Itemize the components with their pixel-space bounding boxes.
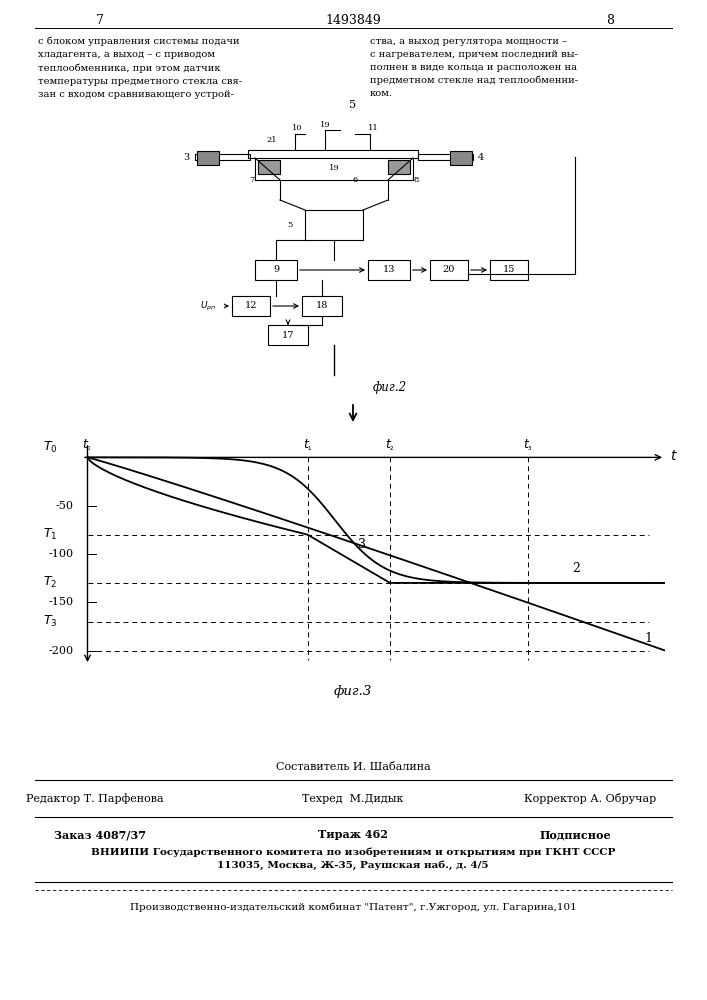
Text: Производственно-издательский комбинат "Патент", г.Ужгород, ул. Гагарина,101: Производственно-издательский комбинат "П…: [129, 902, 576, 912]
Text: $t_₂$: $t_₂$: [385, 437, 395, 453]
Text: 11: 11: [368, 124, 378, 132]
Text: 7: 7: [96, 14, 104, 27]
Text: $t$: $t$: [670, 449, 679, 463]
Bar: [490, 260, 528, 280]
Text: Составитель И. Шабалина: Составитель И. Шабалина: [276, 762, 431, 772]
Text: 17: 17: [282, 330, 294, 340]
Text: 5: 5: [287, 221, 293, 229]
Bar: [232, 296, 270, 316]
Text: 3: 3: [183, 152, 189, 161]
Text: 5: 5: [349, 100, 356, 110]
Bar: [388, 160, 410, 174]
Bar: [418, 154, 473, 160]
Text: $T_2$: $T_2$: [43, 575, 57, 590]
Text: $T_1$: $T_1$: [43, 527, 57, 542]
Text: 3: 3: [358, 538, 366, 551]
Bar: [258, 160, 280, 174]
Text: $T_3$: $T_3$: [42, 614, 57, 629]
Text: 1: 1: [645, 632, 653, 645]
Text: $t_₃$: $t_₃$: [522, 437, 532, 453]
Text: -100: -100: [49, 549, 74, 559]
Text: $t_₀$: $t_₀$: [83, 437, 93, 453]
Text: -50: -50: [56, 501, 74, 511]
Bar: [368, 260, 410, 280]
Text: 6: 6: [352, 176, 358, 184]
Text: -200: -200: [49, 646, 74, 656]
Text: 13: 13: [382, 265, 395, 274]
Text: $t_₁$: $t_₁$: [303, 437, 312, 453]
Bar: [195, 154, 250, 160]
Text: $U_{рп}$: $U_{рп}$: [200, 299, 216, 313]
Text: 10: 10: [292, 124, 303, 132]
Text: $T_0$: $T_0$: [42, 440, 57, 455]
Bar: [302, 296, 342, 316]
Text: 2: 2: [572, 562, 580, 575]
Text: Редактор Т. Парфенова: Редактор Т. Парфенова: [26, 794, 164, 804]
Text: Тираж 462: Тираж 462: [318, 830, 388, 840]
Text: Подписное: Подписное: [539, 830, 611, 840]
Text: 1493849: 1493849: [325, 14, 381, 27]
Text: фиг.3: фиг.3: [334, 686, 372, 698]
Text: 113035, Москва, Ж-35, Раушская наб., д. 4/5: 113035, Москва, Ж-35, Раушская наб., д. …: [217, 860, 489, 870]
Text: -150: -150: [49, 597, 74, 607]
Bar: [255, 260, 297, 280]
Text: 18: 18: [316, 302, 328, 310]
Text: 4: 4: [478, 152, 484, 161]
Text: фиг.2: фиг.2: [373, 381, 407, 394]
Text: 21: 21: [267, 136, 277, 144]
Text: ВНИИПИ Государственного комитета по изобретениям и открытиям при ГКНТ СССР: ВНИИПИ Государственного комитета по изоб…: [90, 847, 615, 857]
Text: 19: 19: [320, 121, 330, 129]
Text: ства, а выход регулятора мощности –
с нагревателем, причем последний вы-
полнен : ства, а выход регулятора мощности – с на…: [370, 37, 578, 98]
Text: 7: 7: [250, 176, 255, 184]
Text: с блоком управления системы подачи
хладагента, а выход – с приводом
теплообменни: с блоком управления системы подачи хлада…: [38, 37, 242, 99]
Text: Корректор А. Обручар: Корректор А. Обручар: [524, 794, 656, 804]
Text: 8: 8: [606, 14, 614, 27]
Text: 15: 15: [503, 265, 515, 274]
Text: 9: 9: [273, 265, 279, 274]
Text: 8: 8: [414, 176, 419, 184]
Text: Заказ 4087/37: Заказ 4087/37: [54, 830, 146, 840]
Bar: [248, 150, 418, 158]
Text: 20: 20: [443, 265, 455, 274]
Bar: [197, 151, 219, 165]
Bar: [450, 151, 472, 165]
Text: 12: 12: [245, 302, 257, 310]
Text: 19: 19: [329, 164, 339, 172]
Bar: [268, 325, 308, 345]
Bar: [430, 260, 468, 280]
Text: Техред  М.Дидык: Техред М.Дидык: [303, 794, 404, 804]
